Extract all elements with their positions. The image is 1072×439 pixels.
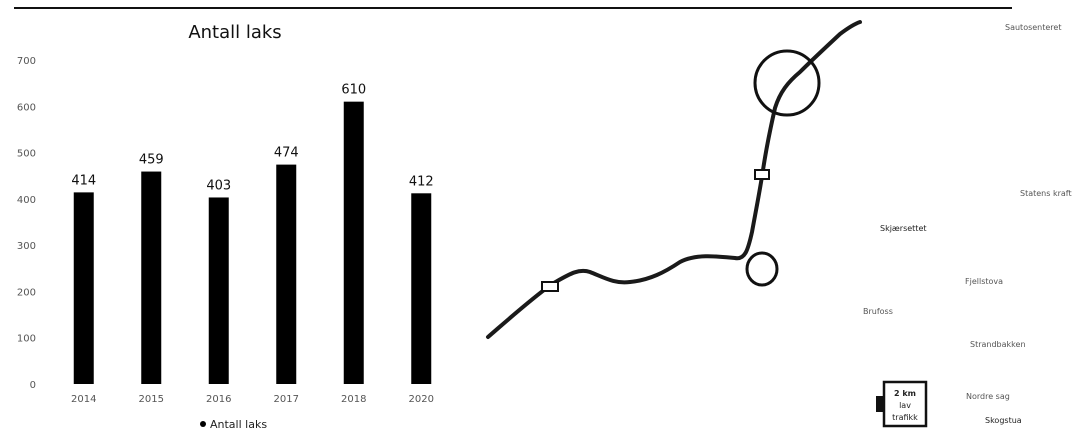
river-route xyxy=(486,20,862,339)
scale-icon: 2 km lav trafikk xyxy=(876,380,928,428)
scale-label-2: lav xyxy=(899,401,911,410)
y-tick-label: 600 xyxy=(17,102,36,113)
x-axis: 2014 2015 2016 2017 2018 2020 xyxy=(71,394,434,405)
scale-label-3: trafikk xyxy=(892,413,918,422)
map-label-1: Sautosenteret xyxy=(1005,23,1061,32)
y-tick-label: 700 xyxy=(17,56,36,67)
value-label-2018: 610 xyxy=(341,83,366,98)
y-tick-label: 200 xyxy=(17,287,36,298)
bar-2020 xyxy=(411,193,432,384)
bar-2014 xyxy=(73,192,94,384)
y-tick-label: 100 xyxy=(17,334,36,345)
value-label-2014: 414 xyxy=(71,173,96,188)
y-axis: 0 100 200 300 400 500 600 700 xyxy=(17,56,36,391)
map-label-6: Strandbakken xyxy=(970,340,1026,349)
value-labels: 414 459 403 474 610 412 xyxy=(71,83,433,194)
bar-2017 xyxy=(276,164,297,384)
x-tick-label-2014: 2014 xyxy=(71,394,96,405)
bar-chart: Antall laks 0 100 200 300 400 500 600 700 414 45… xyxy=(17,22,434,431)
value-label-2015: 459 xyxy=(139,153,164,168)
bridge-marker-2 xyxy=(541,281,559,292)
scale-label-distance: 2 km xyxy=(894,389,916,398)
bars-group xyxy=(73,101,432,385)
x-tick-label-2015: 2015 xyxy=(139,394,164,405)
y-tick-label: 500 xyxy=(17,149,36,160)
map-label-7: Nordre sag xyxy=(966,392,1010,401)
map-label-2: Statens kraftnett xyxy=(1020,189,1072,198)
value-label-2020: 412 xyxy=(409,174,434,189)
bar-2016 xyxy=(208,197,229,384)
bar-2015 xyxy=(141,171,162,384)
x-tick-label-2017: 2017 xyxy=(274,394,299,405)
route-map: Sautosenteret Statens kraftnett Skjærset… xyxy=(486,20,1072,428)
legend-label: Antall laks xyxy=(210,418,267,431)
top-divider xyxy=(14,7,1012,9)
map-label-4: Fjellstova xyxy=(965,277,1003,286)
legend-marker xyxy=(200,421,206,427)
x-tick-label-2018: 2018 xyxy=(341,394,366,405)
bridge-marker-1 xyxy=(754,169,770,180)
x-tick-label-2016: 2016 xyxy=(206,394,231,405)
bar-2018 xyxy=(343,101,364,385)
y-tick-label: 400 xyxy=(17,195,36,206)
map-label-8: Skogstua xyxy=(985,416,1022,425)
value-label-2017: 474 xyxy=(274,146,299,161)
chart-title: Antall laks xyxy=(188,22,281,43)
value-label-2016: 403 xyxy=(206,178,231,193)
highlight-circle-south xyxy=(745,251,779,287)
y-tick-label: 300 xyxy=(17,241,36,252)
legend: Antall laks xyxy=(200,418,267,431)
x-tick-label-2020: 2020 xyxy=(409,394,434,405)
highlight-circle-north xyxy=(753,49,821,117)
map-label-5: Brufoss xyxy=(863,307,893,316)
map-label-3: Skjærsettet xyxy=(880,224,927,233)
y-tick-label: 0 xyxy=(30,380,36,391)
